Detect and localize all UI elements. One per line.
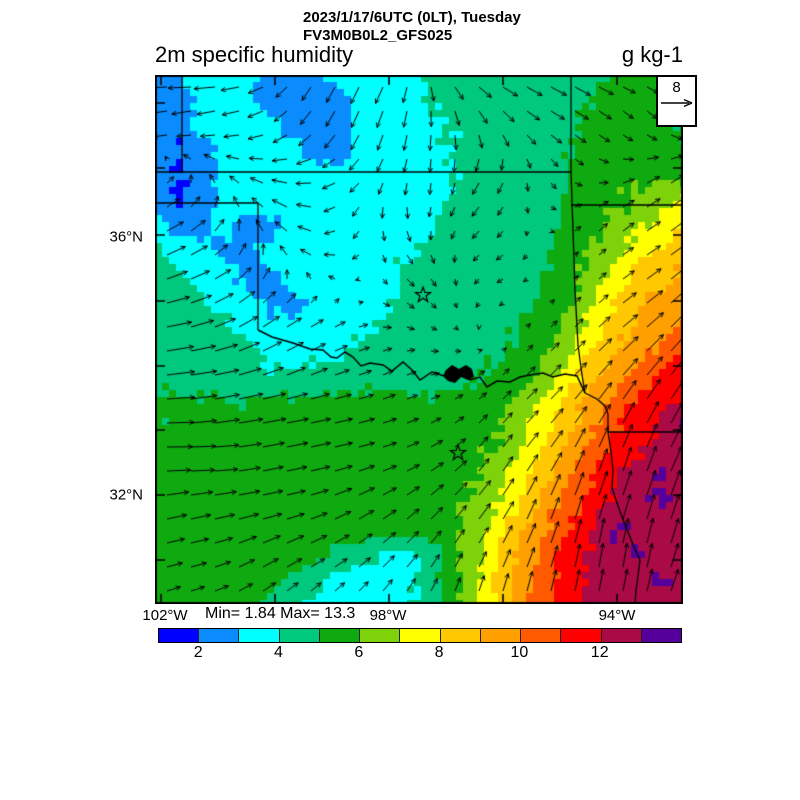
min-max-stats: Min= 1.84 Max= 13.3: [205, 605, 356, 622]
colorbar-segment: [479, 629, 521, 642]
colorbar-tick-label: 2: [193, 644, 203, 661]
model-title: FV3M0B0L2_GFS025: [303, 27, 453, 44]
units-label: g kg-1: [621, 42, 683, 67]
title-block: 2023/1/17/6UTC (0LT), Tuesday FV3M0B0L2_…: [303, 9, 521, 45]
lon-label: 94°W: [598, 607, 636, 624]
colorbar-segment: [238, 629, 279, 642]
colorbar-tick-label: 12: [590, 644, 609, 661]
colorbar-segment: [159, 629, 199, 642]
colorbar-segment: [198, 629, 239, 642]
colorbar-tick-label: 10: [510, 644, 529, 661]
map-area: [155, 75, 683, 604]
reference-arrow-icon: [661, 98, 693, 108]
colorbar-segment: [318, 629, 360, 642]
colorbar-tick-label: 4: [274, 644, 283, 661]
lat-label: 36°N: [109, 228, 143, 246]
humidity-wind-map-canvas: [155, 75, 683, 604]
datetime-title: 2023/1/17/6UTC (0LT), Tuesday: [303, 9, 521, 26]
colorbar-segment: [278, 629, 319, 642]
reference-vector-value: 8: [672, 79, 681, 96]
colorbar-segment: [520, 629, 561, 642]
colorbar-segment: [399, 629, 440, 642]
lat-label: 32°N: [109, 486, 143, 504]
lon-label: 102°W: [142, 607, 188, 624]
reference-vector-box: 8: [656, 75, 697, 127]
colorbar-segment: [640, 629, 682, 642]
variable-title: 2m specific humidity: [155, 42, 354, 67]
colorbar-segment: [359, 629, 400, 642]
colorbar-tick-label: 8: [434, 644, 444, 661]
colorbar-segment: [600, 629, 641, 642]
colorbar: [158, 628, 682, 643]
colorbar-tick-label: 6: [354, 644, 364, 661]
lon-label: 98°W: [369, 607, 407, 624]
colorbar-segment: [560, 629, 601, 642]
colorbar-segment: [439, 629, 480, 642]
